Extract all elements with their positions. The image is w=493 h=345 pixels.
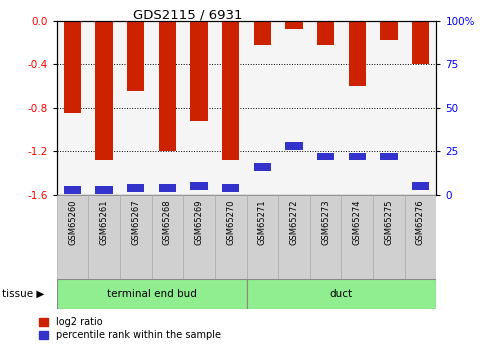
Bar [215,195,246,279]
Bar [246,279,436,309]
Bar [88,195,120,279]
Bar [341,195,373,279]
Text: GSM65268: GSM65268 [163,199,172,245]
Bar [412,183,429,190]
Text: tissue ▶: tissue ▶ [2,289,45,299]
Bar [159,184,176,192]
Bar [373,195,405,279]
Bar [57,195,88,279]
Text: GSM65272: GSM65272 [289,199,298,245]
Bar [127,184,144,192]
Bar [278,195,310,279]
Bar [285,21,303,29]
Text: GSM65273: GSM65273 [321,199,330,245]
Bar [317,153,334,160]
Bar [222,21,240,160]
Bar [349,21,366,86]
Bar [349,153,366,160]
Bar [64,21,81,113]
Bar [246,195,278,279]
Bar [412,21,429,64]
Text: GSM65270: GSM65270 [226,199,235,245]
Bar [380,153,397,160]
Text: GSM65260: GSM65260 [68,199,77,245]
Bar [127,21,144,91]
Text: GSM65261: GSM65261 [100,199,108,245]
Bar [120,195,152,279]
Text: duct: duct [330,289,353,299]
Bar [57,279,246,309]
Legend: log2 ratio, percentile rank within the sample: log2 ratio, percentile rank within the s… [39,317,221,340]
Text: GSM65271: GSM65271 [258,199,267,245]
Bar [152,195,183,279]
Bar [310,195,341,279]
Bar [285,142,303,150]
Bar [253,21,271,45]
Bar [183,195,215,279]
Bar [64,186,81,194]
Bar [222,184,240,192]
Bar [96,186,113,194]
Text: GSM65269: GSM65269 [195,199,204,245]
Bar [380,21,397,40]
Text: terminal end bud: terminal end bud [106,289,197,299]
Text: GSM65275: GSM65275 [385,199,393,245]
Bar [405,195,436,279]
Text: GSM65276: GSM65276 [416,199,425,245]
Bar [190,21,208,121]
Bar [317,21,334,45]
Bar [253,163,271,171]
Text: GDS2115 / 6931: GDS2115 / 6931 [133,9,242,22]
Text: GSM65267: GSM65267 [131,199,141,245]
Text: GSM65274: GSM65274 [352,199,362,245]
Bar [190,183,208,190]
Bar [159,21,176,151]
Bar [96,21,113,160]
